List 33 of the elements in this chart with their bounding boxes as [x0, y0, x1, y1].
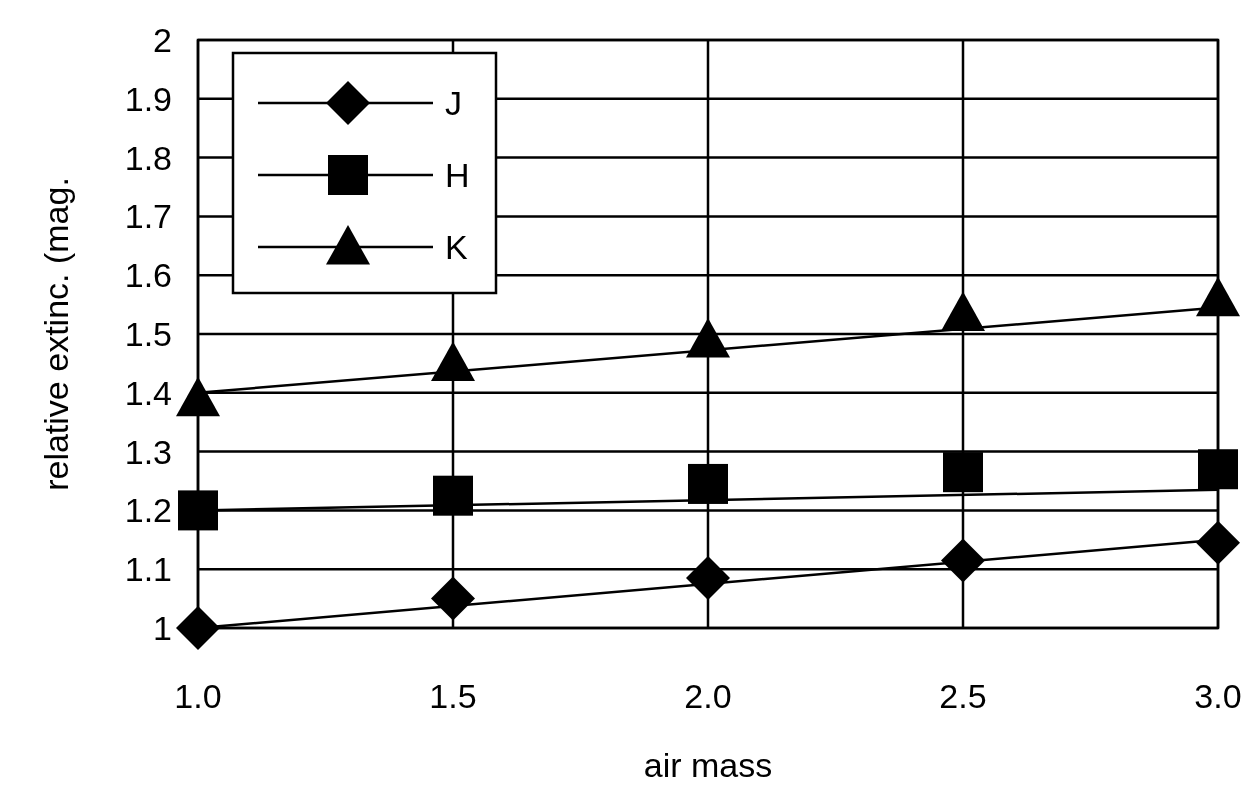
y-tick-label: 2 [153, 21, 172, 59]
y-tick-label: 1 [153, 609, 172, 647]
y-tick-label: 1.1 [124, 550, 172, 589]
y-tick-label: 1.7 [124, 197, 172, 236]
x-tick-label: 3.0 [1194, 677, 1242, 715]
y-tick-label: 1.5 [124, 315, 172, 353]
point [1198, 449, 1238, 490]
point [943, 452, 983, 493]
point [431, 576, 475, 621]
y-tick-label: 1.8 [124, 138, 172, 177]
point [178, 490, 218, 531]
x-axis-title: air mass [643, 746, 773, 784]
point [1196, 520, 1240, 565]
point [433, 475, 473, 516]
point [1196, 276, 1240, 317]
y-tick-label: 1.4 [124, 373, 172, 412]
point [176, 376, 220, 417]
x-tick-label: 2.0 [684, 677, 732, 715]
point [688, 463, 728, 504]
point [176, 606, 220, 650]
legend-label: K [445, 228, 468, 266]
x-tick-label: 1.5 [429, 677, 477, 715]
legend-label: H [445, 156, 470, 194]
legend-label: J [445, 84, 462, 122]
y-axis-title: relative extinc. (mag. [37, 177, 75, 491]
point [431, 341, 475, 381]
point [686, 556, 730, 601]
x-tick-label: 1.0 [174, 677, 222, 715]
x-tick-label: 2.5 [939, 677, 987, 715]
y-tick-label: 1.9 [124, 79, 172, 118]
y-tick-label: 1.2 [124, 491, 172, 530]
y-tick-label: 1.3 [124, 432, 172, 471]
y-tick-label: 1.6 [124, 256, 172, 295]
